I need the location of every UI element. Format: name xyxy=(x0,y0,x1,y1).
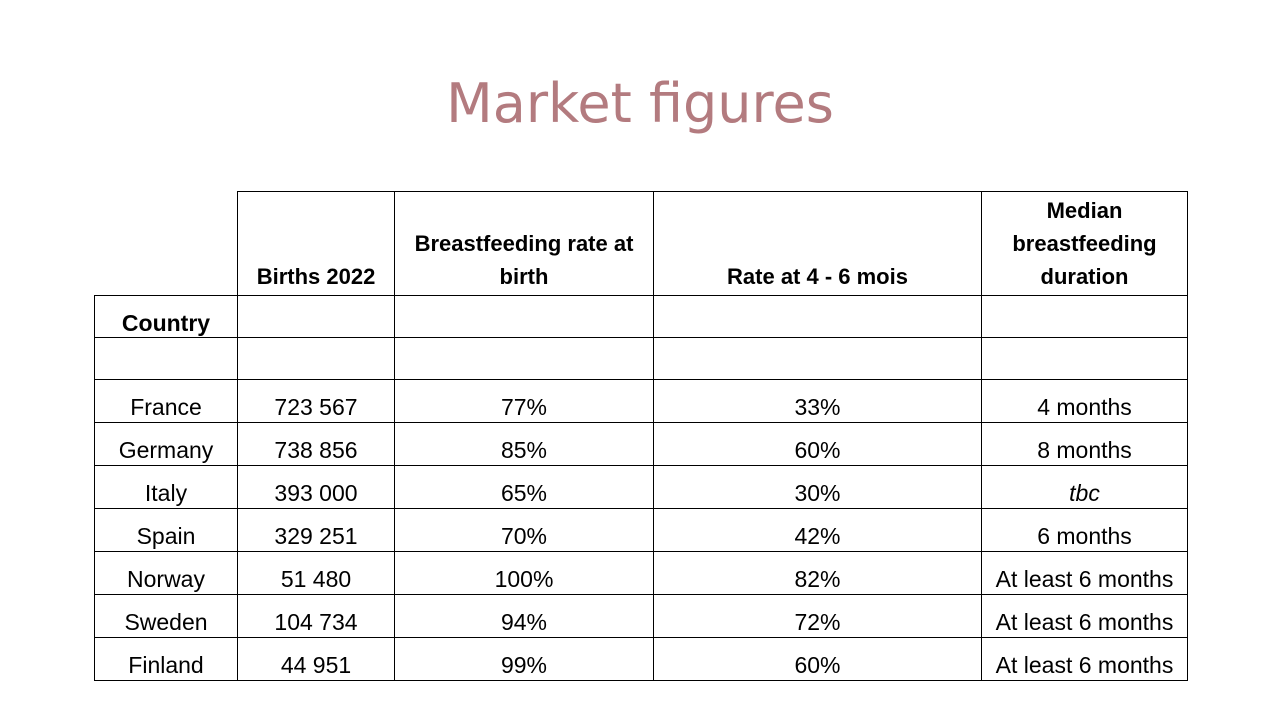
table-row: France 723 567 77% 33% 4 months xyxy=(94,379,1188,423)
country-cell: Italy xyxy=(94,465,238,509)
country-label-row: Country xyxy=(94,295,1188,338)
births-cell: 44 951 xyxy=(237,637,395,681)
rate-4-6-cell: 30% xyxy=(653,465,982,509)
country-cell: Finland xyxy=(94,637,238,681)
rate-4-6-cell: 33% xyxy=(653,379,982,423)
market-table: Births 2022 Breastfeeding rate at birth … xyxy=(94,191,1188,681)
country-cell: Sweden xyxy=(94,594,238,638)
empty-cell xyxy=(653,295,982,338)
births-cell: 738 856 xyxy=(237,422,395,466)
rate-4-6-cell: 42% xyxy=(653,508,982,552)
rate-4-6-cell: 72% xyxy=(653,594,982,638)
header-country: Country xyxy=(94,295,238,338)
rate-birth-cell: 99% xyxy=(394,637,654,681)
births-cell: 393 000 xyxy=(237,465,395,509)
births-cell: 104 734 xyxy=(237,594,395,638)
table-row: Sweden 104 734 94% 72% At least 6 months xyxy=(94,594,1188,638)
median-cell: 8 months xyxy=(981,422,1188,466)
table-row: Spain 329 251 70% 42% 6 months xyxy=(94,508,1188,552)
empty-row xyxy=(94,337,1188,380)
rate-birth-cell: 85% xyxy=(394,422,654,466)
median-cell: tbc xyxy=(981,465,1188,509)
births-cell: 329 251 xyxy=(237,508,395,552)
table-row: Italy 393 000 65% 30% tbc xyxy=(94,465,1188,509)
births-cell: 51 480 xyxy=(237,551,395,595)
slide-title: Market figures xyxy=(446,72,834,135)
births-cell: 723 567 xyxy=(237,379,395,423)
empty-cell xyxy=(237,337,395,380)
country-cell: Norway xyxy=(94,551,238,595)
empty-cell xyxy=(94,337,238,380)
median-cell: 6 months xyxy=(981,508,1188,552)
table-row: Norway 51 480 100% 82% At least 6 months xyxy=(94,551,1188,595)
header-median-duration: Median breastfeeding duration xyxy=(981,191,1188,296)
empty-cell xyxy=(394,295,654,338)
rate-4-6-cell: 82% xyxy=(653,551,982,595)
empty-cell xyxy=(237,295,395,338)
country-cell: Spain xyxy=(94,508,238,552)
table-row: Germany 738 856 85% 60% 8 months xyxy=(94,422,1188,466)
empty-cell xyxy=(981,337,1188,380)
median-cell: At least 6 months xyxy=(981,637,1188,681)
country-cell: Germany xyxy=(94,422,238,466)
empty-cell xyxy=(394,337,654,380)
rate-birth-cell: 77% xyxy=(394,379,654,423)
rate-4-6-cell: 60% xyxy=(653,637,982,681)
median-cell: 4 months xyxy=(981,379,1188,423)
empty-cell xyxy=(981,295,1188,338)
rate-birth-cell: 65% xyxy=(394,465,654,509)
empty-cell xyxy=(653,337,982,380)
rate-4-6-cell: 60% xyxy=(653,422,982,466)
rate-birth-cell: 94% xyxy=(394,594,654,638)
table-row: Finland 44 951 99% 60% At least 6 months xyxy=(94,637,1188,681)
header-rate-4-6: Rate at 4 - 6 mois xyxy=(653,191,982,296)
header-rate-at-birth: Breastfeeding rate at birth xyxy=(394,191,654,296)
median-cell: At least 6 months xyxy=(981,594,1188,638)
rate-birth-cell: 70% xyxy=(394,508,654,552)
rate-birth-cell: 100% xyxy=(394,551,654,595)
median-cell: At least 6 months xyxy=(981,551,1188,595)
country-cell: France xyxy=(94,379,238,423)
header-row: Births 2022 Breastfeeding rate at birth … xyxy=(94,191,1188,296)
header-empty-cell xyxy=(94,191,238,296)
header-births: Births 2022 xyxy=(237,191,395,296)
